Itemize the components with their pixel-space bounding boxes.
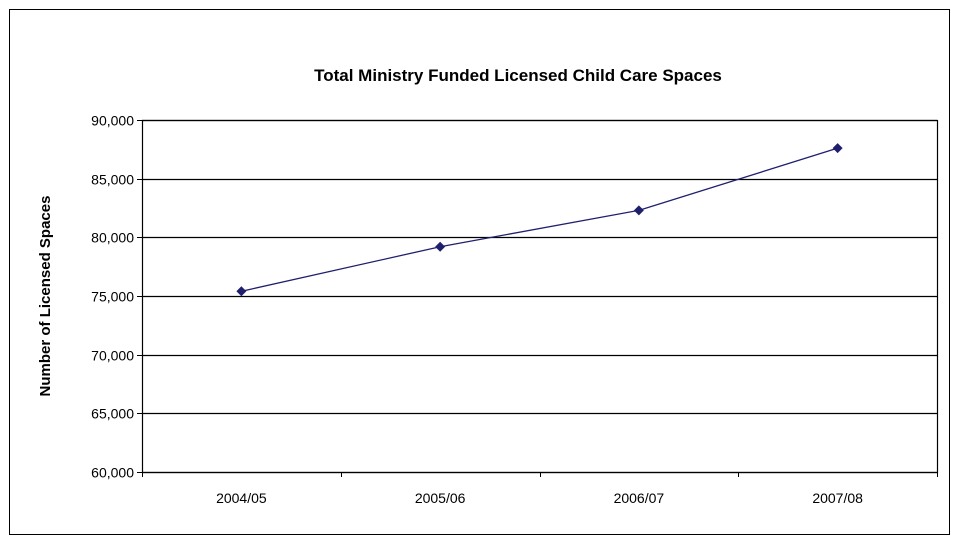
data-point-marker xyxy=(236,286,247,297)
data-series xyxy=(236,143,843,297)
outer-frame xyxy=(9,9,950,535)
y-axis-label: Number of Licensed Spaces xyxy=(37,196,54,397)
axes xyxy=(137,119,939,477)
data-point-marker xyxy=(832,143,843,154)
x-tick-label: 2005/06 xyxy=(415,490,466,506)
y-tick-label: 70,000 xyxy=(91,348,134,364)
x-tick-label: 2007/08 xyxy=(812,490,863,506)
series-line xyxy=(241,147,838,292)
y-tick-label: 75,000 xyxy=(91,289,134,305)
data-point-marker xyxy=(633,205,644,216)
tick-labels: 60,000 65,000 70,000 75,000 80,000 85,000 90,0… xyxy=(91,113,863,507)
x-tick-label: 2004/05 xyxy=(216,490,267,506)
y-tick-label: 85,000 xyxy=(91,172,134,188)
y-tick-label: 60,000 xyxy=(91,465,134,481)
x-tick-label: 2006/07 xyxy=(614,490,665,506)
y-tick-label: 90,000 xyxy=(91,113,134,129)
chart-title: Total Ministry Funded Licensed Child Car… xyxy=(314,66,722,85)
y-tick-label: 80,000 xyxy=(91,230,134,246)
data-point-marker xyxy=(435,241,446,252)
y-tick-label: 65,000 xyxy=(91,406,134,422)
